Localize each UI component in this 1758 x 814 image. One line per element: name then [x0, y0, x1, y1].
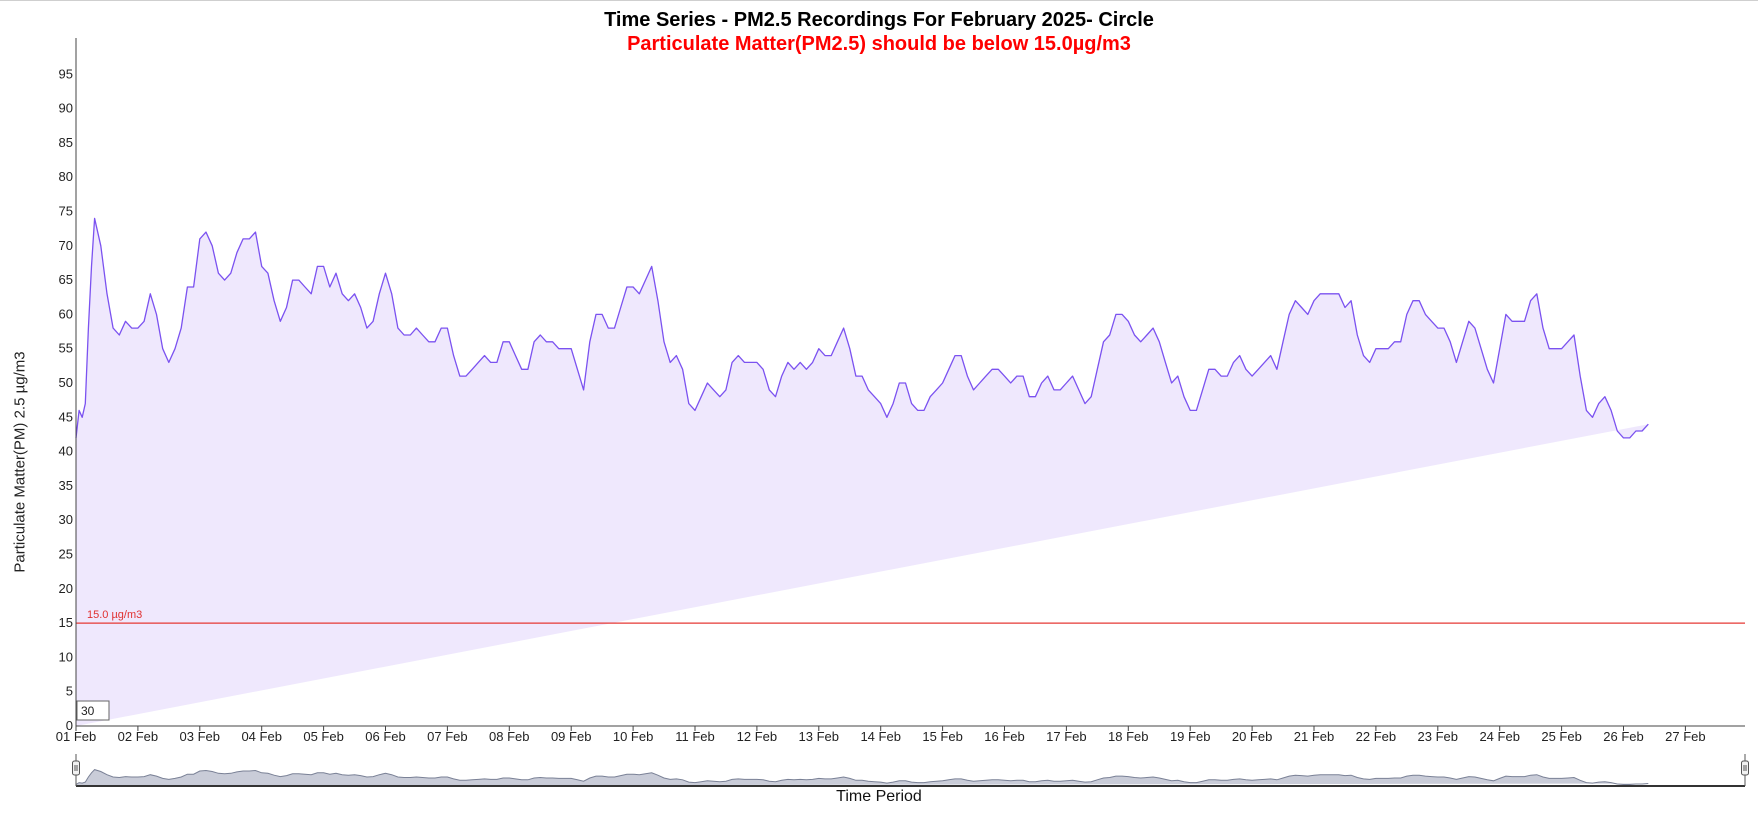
x-tick-label: 16 Feb	[984, 729, 1024, 744]
x-tick-label: 07 Feb	[427, 729, 467, 744]
y-tick-label: 25	[59, 547, 73, 562]
x-tick-label: 19 Feb	[1170, 729, 1210, 744]
x-tick-label: 25 Feb	[1541, 729, 1581, 744]
y-tick-label: 85	[59, 135, 73, 150]
top-border	[0, 0, 1758, 1]
y-tick-label: 10	[59, 649, 73, 664]
y-tick-label: 95	[59, 66, 73, 81]
y-tick-label: 30	[59, 512, 73, 527]
x-tick-label: 12 Feb	[737, 729, 777, 744]
x-axis-label: Time Period	[836, 788, 922, 805]
y-tick-label: 70	[59, 238, 73, 253]
x-tick-label: 10 Feb	[613, 729, 653, 744]
x-tick-label: 24 Feb	[1479, 729, 1519, 744]
x-tick-label: 20 Feb	[1232, 729, 1272, 744]
x-tick-label: 11 Feb	[675, 729, 715, 744]
window-input-value: 30	[81, 704, 95, 718]
chart-subtitle: Particulate Matter(PM2.5) should be belo…	[627, 33, 1131, 55]
y-tick-label: 90	[59, 101, 73, 116]
area-fill	[76, 218, 1649, 726]
x-tick-label: 09 Feb	[551, 729, 591, 744]
navigator-series	[75, 769, 1649, 786]
x-tick-label: 05 Feb	[303, 729, 343, 744]
x-tick-label: 27 Feb	[1665, 729, 1705, 744]
x-tick-label: 18 Feb	[1108, 729, 1148, 744]
x-tick-label: 01 Feb	[56, 729, 96, 744]
y-tick-label: 0	[66, 718, 73, 733]
x-tick-label: 23 Feb	[1418, 729, 1458, 744]
y-tick-label: 50	[59, 375, 73, 390]
y-tick-label: 55	[59, 341, 73, 356]
axes: 0 5 10 15 20 25 30 35 40 45 50 55 60 65 70 75 80 85 90 95 01…	[56, 38, 1745, 744]
series-line	[75, 217, 1649, 439]
y-tick-label: 45	[59, 409, 73, 424]
threshold-label: 15.0 µg/m3	[87, 609, 142, 621]
x-tick-label: 22 Feb	[1356, 729, 1396, 744]
navigator-left-handle[interactable]	[72, 760, 80, 776]
y-tick-label: 60	[59, 306, 73, 321]
y-tick-label: 65	[59, 272, 73, 287]
y-tick-label: 75	[59, 204, 73, 219]
plot-area: 15.0 µg/m3	[75, 217, 1745, 726]
x-tick-label: 03 Feb	[180, 729, 220, 744]
y-tick-label: 20	[59, 581, 73, 596]
x-tick-label: 26 Feb	[1603, 729, 1643, 744]
y-tick-label: 35	[59, 478, 73, 493]
y-tick-label: 15	[59, 615, 73, 630]
x-tick-label: 17 Feb	[1046, 729, 1086, 744]
x-tick-label: 13 Feb	[799, 729, 839, 744]
navigator-right-handle[interactable]	[1741, 760, 1749, 776]
x-tick-label: 06 Feb	[365, 729, 405, 744]
x-tick-label: 08 Feb	[489, 729, 529, 744]
x-tick-label: 04 Feb	[241, 729, 281, 744]
x-tick-label: 02 Feb	[118, 729, 158, 744]
x-tick-label: 21 Feb	[1294, 729, 1334, 744]
y-tick-label: 5	[66, 684, 73, 699]
window-input[interactable]	[76, 700, 110, 721]
y-tick-label: 40	[59, 444, 73, 459]
navigator[interactable]	[72, 754, 1749, 787]
chart-title: Time Series - PM2.5 Recordings For Febru…	[604, 9, 1154, 31]
x-tick-label: 14 Feb	[860, 729, 900, 744]
x-tick-label: 15 Feb	[922, 729, 962, 744]
y-tick-label: 80	[59, 169, 73, 184]
